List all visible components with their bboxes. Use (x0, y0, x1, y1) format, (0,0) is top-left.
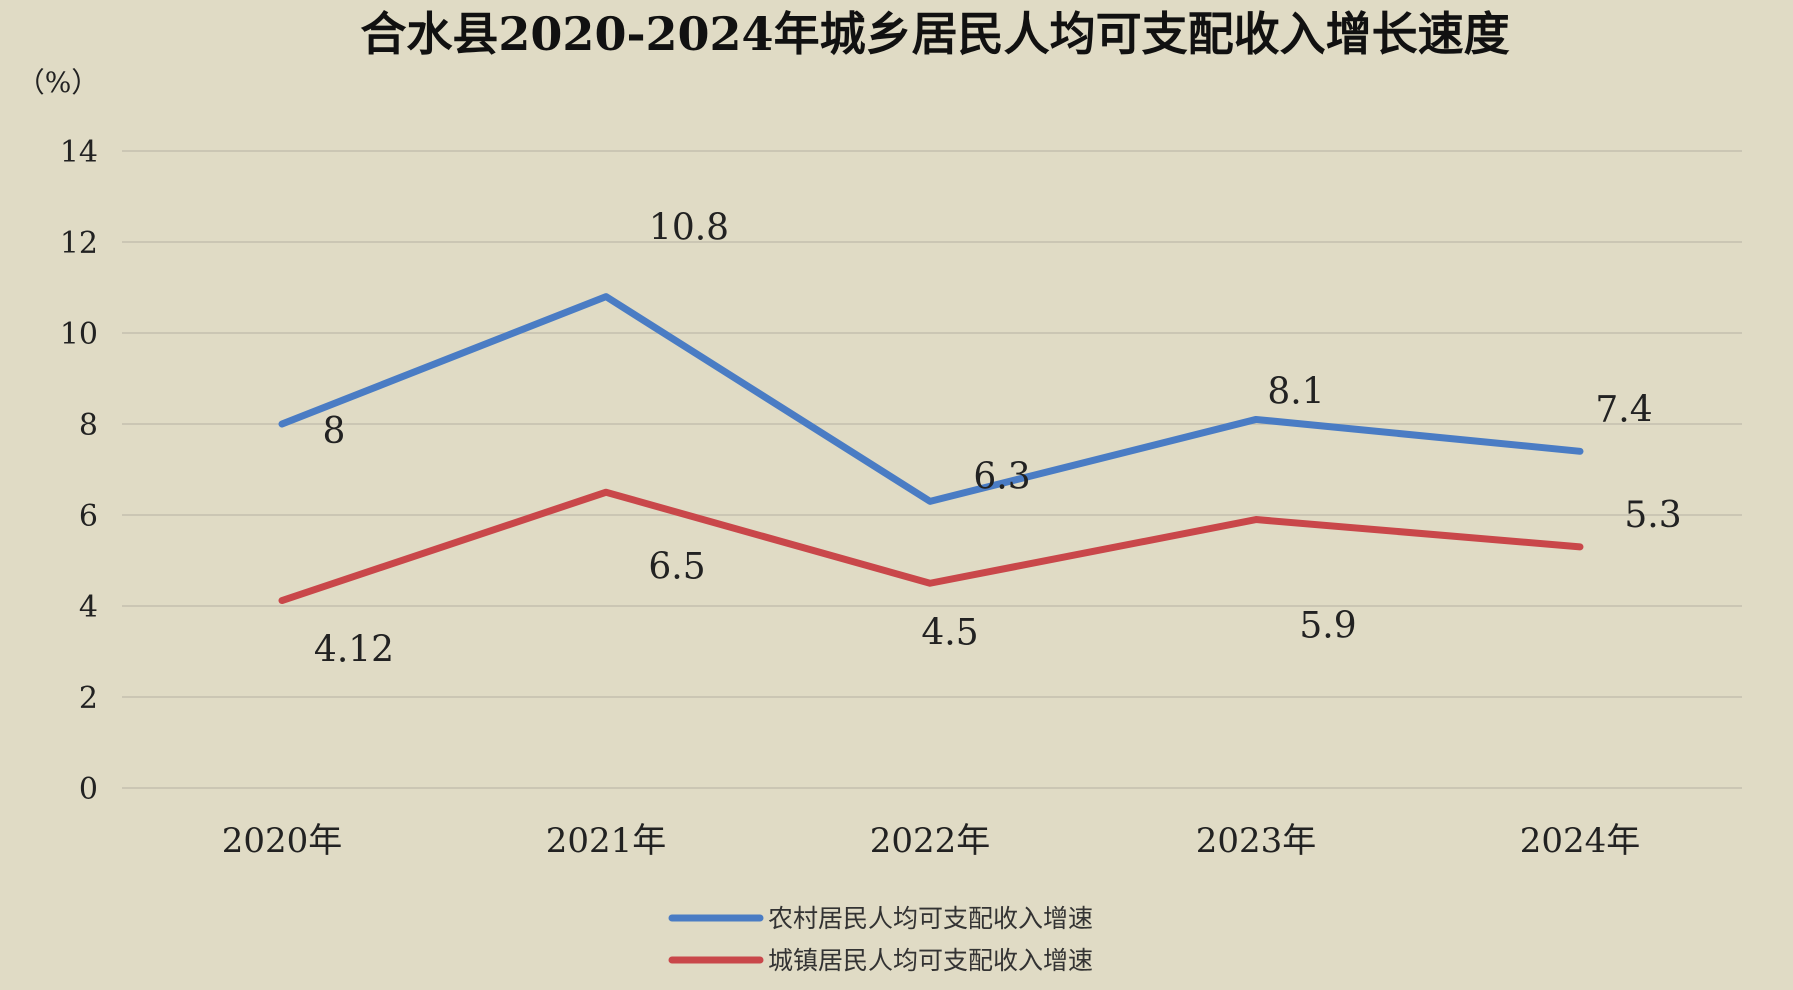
data-label: 6.5 (648, 546, 705, 587)
y-tick-label: 14 (60, 135, 98, 170)
data-label: 8 (323, 411, 346, 452)
y-tick-label: 12 (60, 226, 98, 261)
x-tick-label: 2020年 (222, 821, 343, 861)
y-axis-ticks: 0 2 4 6 8 10 12 14 (60, 135, 98, 807)
x-axis-ticks: 2020年 2021年 2022年 2023年 2024年 (222, 821, 1641, 861)
data-label: 5.9 (1299, 606, 1356, 647)
x-tick-label: 2023年 (1196, 821, 1317, 861)
y-tick-label: 4 (79, 590, 98, 625)
y-tick-label: 2 (79, 681, 98, 716)
y-tick-label: 8 (79, 408, 98, 443)
data-label: 8.1 (1267, 371, 1324, 412)
series-line-urban (278, 488, 1584, 605)
gridlines (122, 150, 1742, 789)
series-lines (278, 293, 1584, 605)
y-tick-label: 0 (79, 772, 98, 807)
y-tick-label: 10 (60, 317, 98, 352)
data-label: 7.4 (1595, 389, 1652, 430)
data-labels: 8 10.8 6.3 8.1 7.4 4.12 6.5 4.5 5.9 5.3 (314, 208, 1682, 671)
data-label: 5.3 (1624, 495, 1681, 536)
series-line-rural (278, 293, 1584, 505)
data-label: 10.8 (649, 208, 729, 249)
data-label: 4.12 (314, 630, 394, 671)
y-tick-label: 6 (79, 499, 98, 534)
data-label: 6.3 (973, 456, 1030, 497)
legend-label: 城镇居民人均可支配收入增速 (768, 946, 1093, 975)
x-tick-label: 2024年 (1520, 821, 1641, 861)
chart-title: 合水县2020-2024年城乡居民人均可支配收入增长速度 (360, 7, 1509, 61)
data-label: 4.5 (921, 612, 978, 653)
legend-label: 农村居民人均可支配收入增速 (768, 904, 1093, 933)
x-tick-label: 2021年 (546, 821, 667, 861)
y-axis-unit: （%） (17, 66, 100, 99)
x-tick-label: 2022年 (870, 821, 991, 861)
